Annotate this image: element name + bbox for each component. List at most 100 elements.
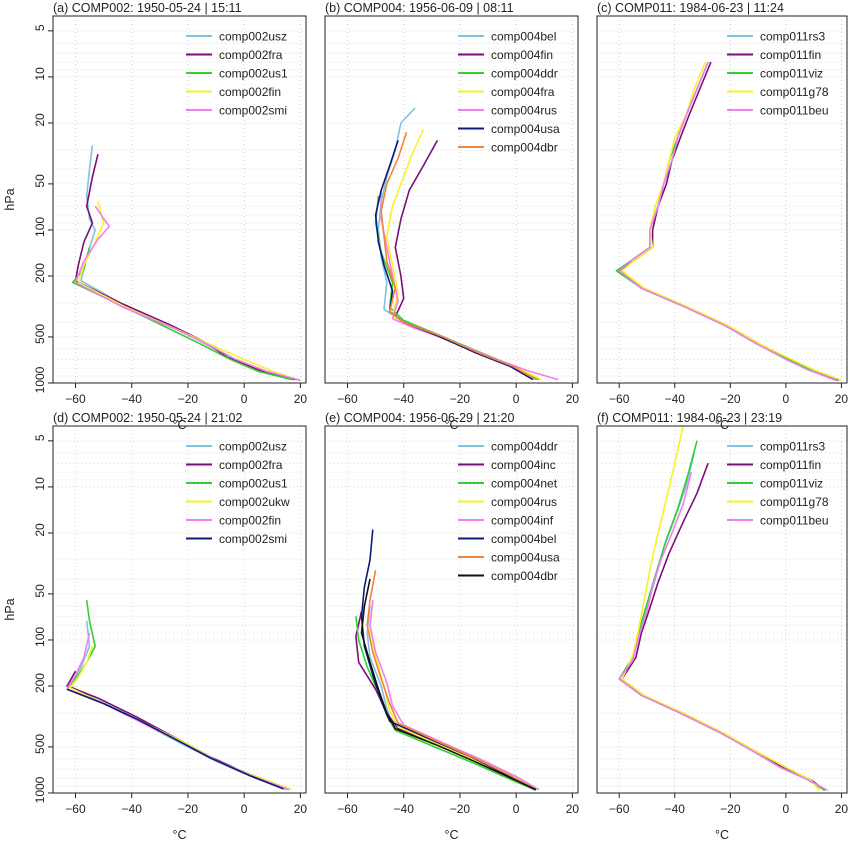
y-axis-label: hPa — [3, 598, 17, 620]
legend-entry: comp002smi — [219, 104, 287, 118]
legend-entry: comp002us1 — [219, 67, 288, 81]
legend-entry: comp002usz — [219, 440, 287, 454]
y-tick-label: 20 — [33, 523, 47, 537]
panel-title: (f) COMP011: 1984-06-23 | 23:19 — [597, 411, 782, 425]
y-tick-label: 10 — [33, 67, 47, 81]
panel-title: (b) COMP004: 1956-06-09 | 08:11 — [325, 1, 514, 15]
y-tick-label: 50 — [33, 584, 47, 598]
legend-entry: comp011viz — [760, 477, 823, 491]
legend: comp002usz comp002fra comp002us1 comp002ukw… — [186, 440, 290, 546]
chart-panel-0: (a) COMP002: 1950-05-24 | 15:11 5 10 20 50 10… — [3, 1, 307, 432]
x-tick-label: −60 — [337, 392, 358, 406]
x-tick-label: 20 — [835, 802, 849, 816]
legend-entry: comp002ukw — [219, 495, 290, 509]
legend-entry: comp004inc — [491, 458, 556, 472]
x-tick-label: 20 — [294, 392, 308, 406]
series-line-comp002usz — [80, 145, 301, 382]
series-line-comp011beu — [618, 61, 837, 382]
legend-entry: comp002fin — [219, 514, 281, 528]
series-line-comp002smi — [74, 205, 301, 382]
legend-entry: comp011rs3 — [760, 440, 825, 454]
panel-title: (a) COMP002: 1950-05-24 | 15:11 — [53, 1, 242, 15]
x-axis-label: °C — [172, 418, 186, 432]
chart-panel-2: (c) COMP011: 1984-06-23 | 11:24 −60 −40 −20… — [596, 1, 848, 432]
series-line-comp002fra — [66, 670, 284, 789]
plot-frame — [596, 425, 848, 794]
series-line-comp002us1 — [66, 600, 290, 791]
chart-panel-1: (b) COMP004: 1956-06-09 | 08:11 −60 −40 −20… — [324, 1, 580, 432]
series-line-comp004dbr — [360, 578, 537, 791]
panel-title: (d) COMP002: 1950-05-24 | 21:02 — [53, 411, 243, 425]
x-tick-label: 0 — [783, 802, 790, 816]
series-line-comp004usa — [366, 570, 537, 791]
legend-entry: comp004net — [491, 477, 558, 491]
legend-entry: comp011beu — [760, 514, 829, 528]
legend-entry: comp004rus — [491, 104, 557, 118]
series-line-comp002fra — [74, 154, 296, 381]
series-line-comp011viz — [618, 440, 826, 791]
series-line-comp002smi — [66, 688, 284, 790]
legend-entry: comp011fin — [760, 458, 821, 472]
legend-entry: comp011beu — [760, 104, 829, 118]
y-tick-label: 5 — [33, 24, 47, 31]
legend-entry: comp004ddr — [491, 67, 558, 81]
x-tick-label: 0 — [513, 802, 520, 816]
legend-entry: comp004usa — [491, 551, 560, 565]
x-axis-label: °C — [715, 418, 729, 432]
x-tick-label: −60 — [65, 802, 86, 816]
series-line-comp011beu — [618, 471, 828, 792]
y-tick-label: 1000 — [33, 366, 47, 393]
x-axis-label: °C — [715, 828, 729, 842]
y-tick-label: 500 — [33, 734, 47, 754]
legend-entry: comp002fra — [219, 48, 283, 62]
legend-entry: comp011g78 — [760, 495, 829, 509]
legend-entry: comp004dbr — [491, 569, 558, 583]
series-line-comp004rus — [380, 190, 559, 381]
series-line-comp004inc — [355, 611, 539, 791]
legend-entry: comp002us1 — [219, 477, 288, 491]
plot-frame — [596, 15, 848, 384]
x-tick-label: −40 — [394, 392, 415, 406]
x-tick-label: −60 — [609, 802, 630, 816]
x-tick-label: −20 — [450, 392, 471, 406]
legend-entry: comp002smi — [219, 532, 287, 546]
x-tick-label: −40 — [122, 392, 143, 406]
series-line-comp004rus — [369, 600, 539, 791]
y-tick-label: 20 — [33, 113, 47, 127]
legend-entry: comp011viz — [760, 67, 823, 81]
legend-entry: comp002usz — [219, 30, 287, 44]
legend-entry: comp011rs3 — [760, 30, 825, 44]
plot-frame — [52, 425, 307, 794]
series-line-comp011g78 — [621, 61, 842, 382]
series-line-comp004fin — [394, 140, 539, 381]
x-tick-label: −20 — [450, 802, 471, 816]
legend-entry: comp004rus — [491, 495, 557, 509]
x-axis-label: °C — [172, 828, 186, 842]
series-line-comp002usz — [69, 620, 287, 791]
series-line-comp004fra — [385, 128, 542, 381]
x-tick-label: −60 — [337, 802, 358, 816]
x-tick-label: 20 — [566, 392, 580, 406]
y-tick-label: 100 — [33, 627, 47, 647]
y-tick-label: 500 — [33, 324, 47, 344]
x-tick-label: −40 — [665, 802, 686, 816]
x-tick-label: −60 — [609, 392, 630, 406]
legend-entry: comp004dbr — [491, 141, 558, 155]
x-axis-label: °C — [444, 418, 458, 432]
legend-entry: comp002fin — [219, 85, 281, 99]
legend-entry: comp004fra — [491, 85, 555, 99]
legend-entry: comp004ddr — [491, 440, 558, 454]
chart-panel-5: (f) COMP011: 1984-06-23 | 23:19 −60 −40 −20… — [596, 411, 849, 842]
chart-panel-4: (e) COMP004: 1956-06-29 | 21:20 −60 −40 −20… — [324, 411, 579, 842]
series-line-comp011fin — [621, 462, 826, 791]
y-tick-label: 1000 — [33, 776, 47, 803]
legend-entry: comp004inf — [491, 514, 554, 528]
legend-entry: comp004bel — [491, 532, 556, 546]
series-line-comp004inf — [369, 600, 540, 791]
legend-entry: comp011fin — [760, 48, 821, 62]
series-line-comp002us1 — [71, 247, 293, 381]
y-tick-label: 200 — [33, 263, 47, 283]
x-tick-label: −40 — [394, 802, 415, 816]
x-tick-label: −20 — [720, 802, 741, 816]
